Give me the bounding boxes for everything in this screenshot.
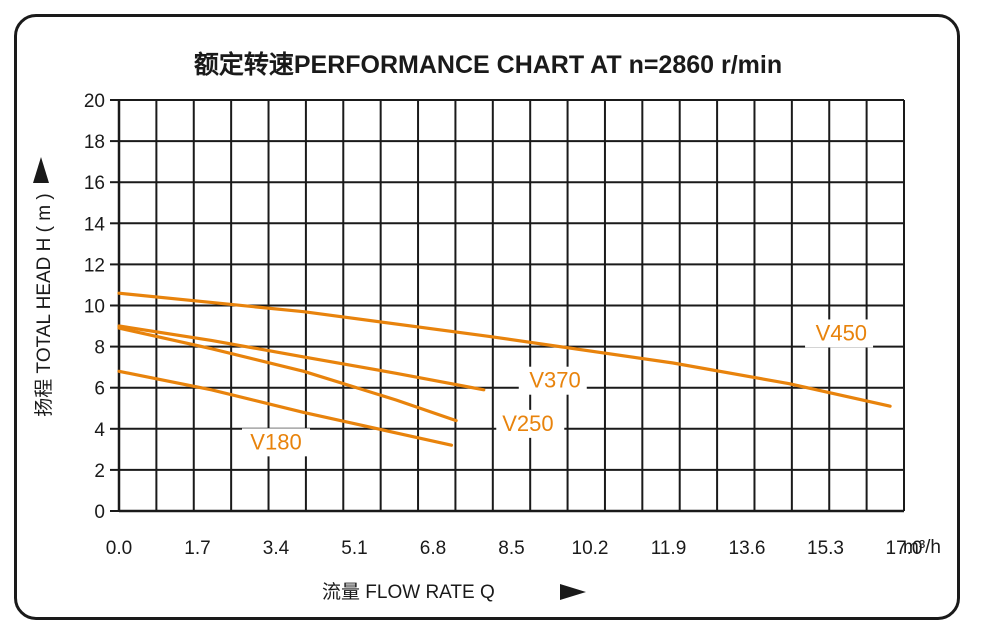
series-line-v370 bbox=[117, 324, 486, 392]
y-tick-label: 16 bbox=[84, 173, 105, 194]
y-tick-label: 18 bbox=[84, 132, 105, 153]
x-tick-label: 15.3 bbox=[807, 538, 844, 559]
y-tick-label: 4 bbox=[94, 420, 105, 441]
series-line-v180 bbox=[117, 369, 454, 447]
y-tick-label: 10 bbox=[84, 297, 105, 318]
series-label-v180: V180 bbox=[250, 429, 301, 454]
x-tick-label: 8.5 bbox=[498, 538, 524, 559]
x-tick-label: 10.2 bbox=[572, 538, 609, 559]
x-tick-label: 17.0 bbox=[886, 538, 923, 559]
x-tick-label: 11.9 bbox=[651, 538, 687, 559]
x-unit-label: m³/h bbox=[903, 537, 941, 558]
x-tick-label: 3.4 bbox=[263, 538, 290, 559]
series-labels: V450 V370 V250 V180 bbox=[242, 319, 874, 457]
series-label-bg-v450 bbox=[805, 319, 874, 348]
x-tick-label: 1.7 bbox=[184, 538, 210, 559]
y-arrow-icon bbox=[33, 157, 49, 183]
chart-frame bbox=[14, 14, 960, 620]
grid bbox=[110, 99, 905, 513]
series-label-bg-v250 bbox=[496, 409, 565, 438]
y-tick-label: 14 bbox=[84, 214, 106, 235]
x-tick-label: 0.0 bbox=[106, 538, 132, 559]
y-tick-label: 20 bbox=[84, 91, 105, 112]
x-tick-label: 5.1 bbox=[341, 538, 367, 559]
series-label-v450: V450 bbox=[816, 320, 867, 345]
y-tick-label: 6 bbox=[94, 379, 105, 400]
series-label-v370: V370 bbox=[529, 368, 580, 393]
y-axis-label: 扬程 TOTAL HEAD H ( m ) bbox=[33, 193, 55, 416]
series-line-v450 bbox=[117, 291, 892, 408]
x-arrow-icon bbox=[560, 584, 586, 600]
x-tick-label: 13.6 bbox=[729, 538, 766, 559]
y-tick-label: 8 bbox=[94, 338, 105, 359]
series-label-v250: V250 bbox=[502, 411, 553, 436]
x-axis-label: 流量 FLOW RATE Q bbox=[322, 581, 495, 603]
y-tick-label: 0 bbox=[94, 502, 105, 523]
y-tick-labels: 0 2 4 6 8 10 12 14 16 18 20 bbox=[84, 91, 106, 523]
series-lines bbox=[117, 291, 892, 447]
y-tick-label: 12 bbox=[84, 255, 105, 276]
series-line-v250 bbox=[117, 326, 458, 423]
series-label-bg-v370 bbox=[518, 366, 587, 395]
y-tick-label: 2 bbox=[94, 461, 105, 482]
chart-title: 额定转速PERFORMANCE CHART AT n=2860 r/min bbox=[194, 50, 782, 79]
x-tick-labels: 0.0 1.7 3.4 5.1 6.8 8.5 10.2 11.9 13.6 15.3 17.0 bbox=[106, 538, 923, 559]
x-tick-label: 6.8 bbox=[420, 538, 446, 559]
series-label-bg-v180 bbox=[242, 428, 310, 457]
